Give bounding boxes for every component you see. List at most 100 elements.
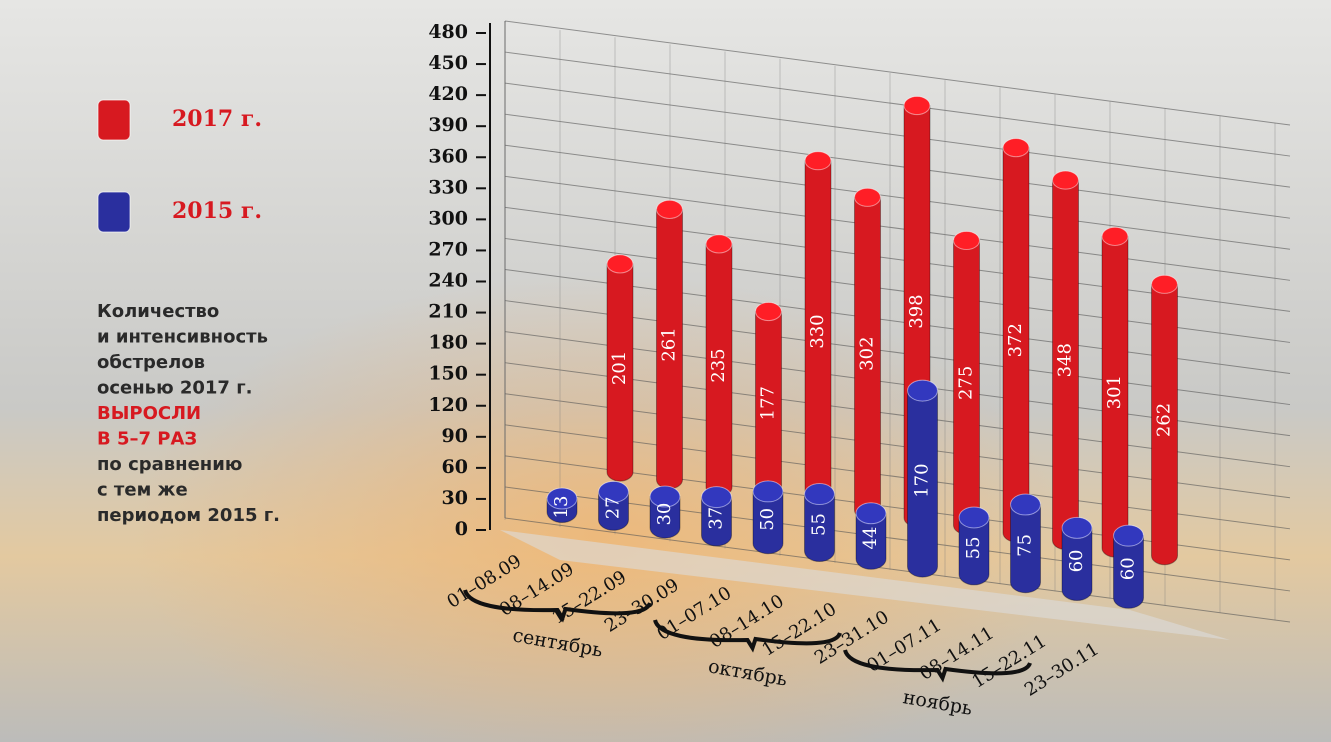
bar-top	[804, 151, 832, 171]
cylinder: 330	[804, 151, 832, 512]
y-tick-label: 450	[428, 52, 468, 74]
cylinder: 60	[1113, 524, 1144, 609]
bar-top	[855, 502, 887, 525]
value-label: 398	[906, 294, 927, 328]
bar-top	[755, 301, 782, 322]
cylinder: 261	[656, 199, 683, 490]
bar-top	[907, 379, 938, 402]
cylinder: 27	[598, 480, 629, 531]
bar	[804, 493, 835, 562]
annotation-line: ВЫРОСЛИ	[97, 403, 201, 424]
grid-line	[504, 82, 1291, 188]
bar-top	[1113, 524, 1144, 547]
annotation-line: с тем же	[97, 480, 188, 501]
bar-top	[903, 95, 931, 116]
value-label: 44	[860, 527, 881, 550]
value-label: 348	[1055, 343, 1076, 377]
annotation-line: и интенсивность	[97, 327, 268, 348]
floor	[500, 530, 1230, 640]
annotation-line: по сравнению	[97, 454, 242, 475]
cylinder: 55	[958, 506, 990, 586]
value-label: 13	[551, 496, 572, 519]
bar	[606, 263, 634, 482]
y-tick-label: 120	[428, 394, 468, 416]
cylinder: 302	[854, 187, 881, 520]
value-label: 301	[1104, 375, 1125, 409]
value-label: 262	[1154, 403, 1175, 437]
bracket	[843, 649, 1032, 683]
value-label: 235	[708, 348, 729, 382]
cylinder: 30	[649, 485, 681, 539]
grid-line	[504, 144, 1291, 250]
value-label: 30	[654, 503, 675, 526]
annotation-line: В 5–7 РАЗ	[97, 429, 197, 450]
bar-top	[1052, 170, 1079, 190]
bar-top	[804, 483, 835, 506]
annotation-line: Количество	[97, 301, 219, 322]
grid-line	[504, 113, 1291, 219]
legend-swatch	[97, 99, 131, 141]
bar	[1010, 504, 1041, 594]
bar-top	[958, 506, 990, 529]
value-label: 302	[857, 336, 878, 370]
value-label: 27	[603, 496, 624, 519]
cylinder: 170	[907, 379, 938, 578]
value-label: 60	[1118, 557, 1139, 580]
cylinder: 235	[705, 234, 733, 497]
bar-top	[546, 487, 578, 510]
cylinder: 55	[804, 483, 835, 562]
cylinder: 44	[855, 502, 887, 570]
value-label: 37	[706, 507, 727, 530]
bar-top	[606, 254, 634, 274]
value-label: 55	[809, 513, 830, 536]
cylinder: 13	[546, 487, 578, 523]
bar-top	[953, 230, 980, 251]
y-tick-label: 180	[428, 332, 468, 354]
y-tick-label: 60	[442, 456, 468, 478]
y-tick-label: 480	[428, 21, 468, 43]
value-label: 177	[758, 386, 779, 420]
value-label: 330	[807, 314, 828, 348]
value-label: 170	[912, 463, 933, 497]
bar	[1113, 535, 1144, 609]
bar-top	[1061, 516, 1093, 539]
cylinder: 60	[1061, 516, 1093, 601]
cylinder: 275	[953, 230, 980, 535]
annotation-line: осенью 2017 г.	[97, 378, 252, 399]
y-tick-label: 330	[428, 176, 468, 198]
bar	[907, 390, 938, 578]
bar-top	[1010, 493, 1041, 516]
value-label: 60	[1066, 549, 1087, 572]
bracket	[463, 589, 652, 623]
bar	[1061, 527, 1093, 601]
value-label: 201	[609, 351, 630, 385]
bar-top	[656, 199, 683, 219]
bar-top	[598, 480, 629, 503]
bar	[958, 516, 990, 586]
y-tick-label: 0	[455, 518, 468, 540]
annotation-line: периодом 2015 г.	[97, 505, 280, 526]
bar-top	[1002, 138, 1030, 158]
value-label: 275	[956, 366, 977, 400]
bar-top	[649, 485, 681, 508]
grid-line	[504, 20, 1291, 126]
bar	[1151, 283, 1178, 566]
legend-label: 2017 г.	[172, 106, 262, 132]
cylinder: 301	[1101, 226, 1129, 558]
value-label: 55	[963, 536, 984, 559]
y-tick-label: 210	[428, 301, 468, 323]
annotation-line: обстрелов	[97, 352, 205, 373]
cylinder: 348	[1052, 170, 1079, 550]
cylinder: 50	[752, 480, 784, 555]
y-tick-label: 270	[428, 238, 468, 260]
bar	[752, 490, 784, 555]
bar-top	[1151, 274, 1178, 294]
y-tick-label: 90	[442, 425, 468, 447]
value-label: 261	[659, 327, 680, 361]
y-tick-label: 150	[428, 363, 468, 385]
value-label: 75	[1015, 534, 1036, 557]
grid-line	[504, 175, 1291, 281]
cylinder: 75	[1010, 493, 1041, 594]
y-tick-label: 360	[428, 145, 468, 167]
